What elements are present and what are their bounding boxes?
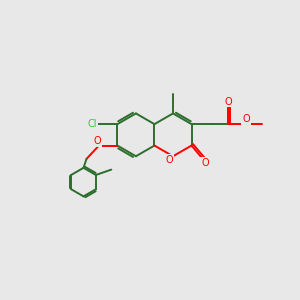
Text: O: O bbox=[242, 114, 250, 124]
Text: O: O bbox=[166, 155, 173, 165]
Text: O: O bbox=[201, 158, 209, 168]
Text: O: O bbox=[225, 97, 232, 106]
Text: Cl: Cl bbox=[88, 118, 98, 128]
Text: O: O bbox=[94, 136, 101, 146]
